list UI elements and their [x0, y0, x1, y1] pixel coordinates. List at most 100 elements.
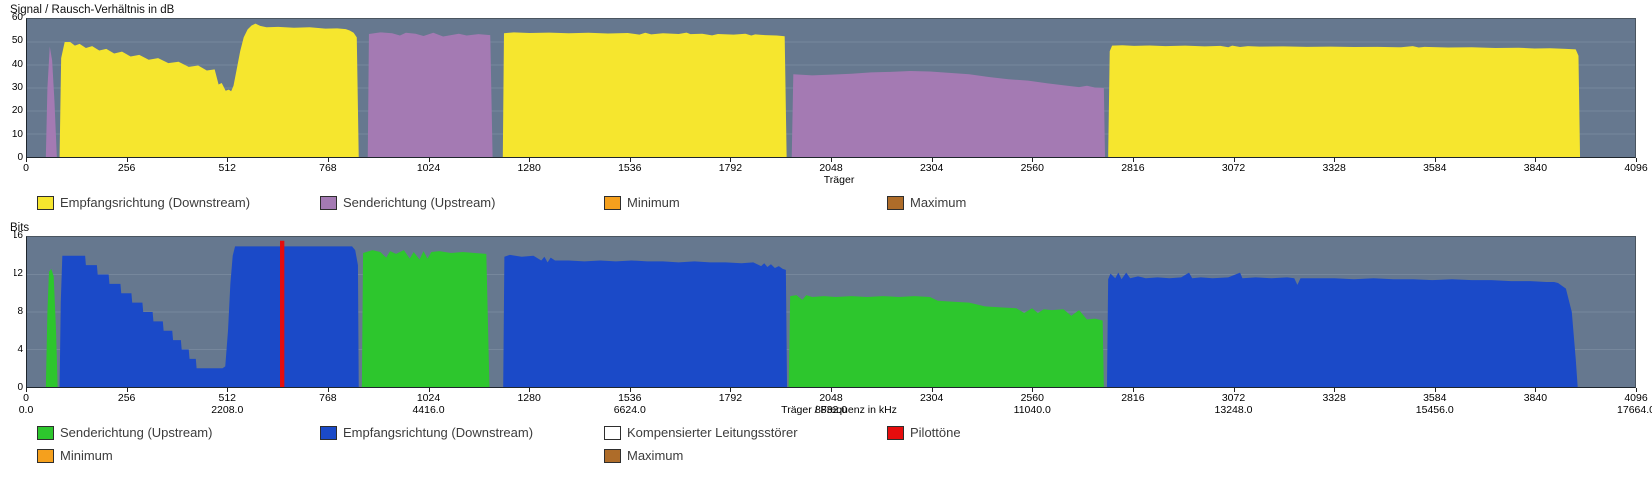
legend-label: Senderichtung (Upstream) — [343, 195, 496, 210]
legend-swatch — [37, 448, 54, 463]
x-axis-tick — [1535, 388, 1537, 392]
x-axis-tick-label: 0 — [23, 162, 29, 174]
series-area — [59, 23, 359, 157]
x-axis-frequency-label: 17664.0 — [1617, 404, 1652, 416]
legend-swatch — [887, 195, 904, 210]
x-axis-tick-label: 3072 — [1221, 392, 1246, 404]
legend-item: Empfangsrichtung (Downstream) — [37, 193, 320, 212]
legend-label: Maximum — [910, 195, 967, 210]
legend-swatch — [320, 195, 337, 210]
bits-x-axis-ticks — [26, 388, 1637, 392]
legend-swatch — [887, 425, 904, 440]
legend-item: Minimum — [37, 446, 320, 465]
x-axis-tick-label: 2816 — [1121, 162, 1145, 174]
snr-plot-area — [26, 18, 1636, 158]
snr-y-axis-labels: 0 10 20 30 40 50 60 — [2, 12, 26, 163]
bits-plot-area — [26, 236, 1636, 388]
x-axis-tick-label: 2816 — [1121, 392, 1145, 404]
x-axis-tick-label: 2304 — [919, 392, 944, 404]
x-axis-tick-label: 256 — [117, 392, 136, 404]
x-axis-tick — [730, 158, 732, 162]
snr-legend: Empfangsrichtung (Downstream) Senderichtu… — [37, 193, 1652, 212]
x-axis-tick-label: 0 — [23, 392, 29, 404]
x-axis-tick — [126, 388, 128, 392]
bits-chart-section: Bits 0 4 8 12 16 0 256 512 768 1024 1280 1536 1792 2… — [0, 218, 1652, 465]
x-axis-tick — [629, 158, 631, 162]
x-axis-tick — [428, 388, 430, 392]
snr-x-axis-labels: 0 256 512 768 1024 1280 1536 1792 2048 2304 2560 28… — [23, 162, 1648, 174]
legend-swatch — [604, 448, 621, 463]
x-axis-tick — [1334, 158, 1336, 162]
y-axis-tick-label: 0 — [17, 151, 23, 163]
snr-x-axis-title: Träger — [823, 174, 855, 186]
legend-item: Empfangsrichtung (Downstream) — [320, 423, 604, 442]
x-axis-tick-label: 4096 — [1624, 162, 1648, 174]
series-area — [45, 46, 57, 157]
x-axis-tick — [931, 158, 933, 162]
legend-label: Senderichtung (Upstream) — [60, 425, 213, 440]
series-area — [502, 32, 787, 157]
x-axis-tick — [327, 388, 329, 392]
legend-item: Pilottöne — [887, 423, 1652, 442]
legend-label: Maximum — [627, 448, 684, 463]
legend-item: Maximum — [604, 446, 887, 465]
x-axis-tick-label: 512 — [218, 392, 237, 404]
x-axis-tick — [831, 158, 832, 162]
x-axis-tick-label: 2048 — [819, 162, 843, 174]
x-axis-tick — [227, 388, 229, 392]
bits-legend: Senderichtung (Upstream) Empfangsrichtung… — [37, 423, 1652, 465]
x-axis-tick — [1032, 388, 1034, 392]
x-axis-tick-label: 3328 — [1322, 162, 1346, 174]
x-axis-tick-label: 4096 — [1624, 392, 1648, 404]
x-axis-frequency-label: 6624.0 — [613, 404, 646, 416]
y-axis-tick-label: 12 — [14, 267, 23, 279]
x-axis-tick-label: 1792 — [718, 162, 743, 174]
y-axis-tick-label: 60 — [11, 11, 23, 23]
x-axis-tick — [1032, 158, 1034, 162]
series-area — [361, 250, 490, 387]
x-axis-tick — [1233, 388, 1235, 392]
x-axis-tick — [227, 158, 229, 162]
bits-x-axis-carrier-labels: 0 256 512 768 1024 1280 1536 1792 2048 2304 2560 28… — [23, 392, 1648, 404]
pilot-tone-marker — [280, 240, 285, 387]
x-axis-tick-label: 512 — [218, 162, 237, 174]
bits-x-axis-title: Träger / Frequenz in kHz — [781, 404, 897, 416]
x-axis-tick-label: 1024 — [416, 162, 441, 174]
x-axis-frequency-label: 4416.0 — [412, 404, 445, 416]
legend-item: Kompensierter Leitungsstörer — [604, 423, 887, 442]
x-axis-tick — [126, 158, 128, 162]
x-axis-tick — [1132, 388, 1134, 392]
x-axis-tick — [327, 158, 329, 162]
legend-swatch — [37, 195, 54, 210]
snr-chart-title: Signal / Rausch-Verhältnis in dB — [10, 4, 175, 16]
legend-label: Minimum — [627, 195, 680, 210]
x-axis-tick-label: 1792 — [718, 392, 743, 404]
x-axis-tick — [26, 388, 27, 392]
snr-chart-canvas — [27, 23, 1635, 157]
x-axis-tick-label: 768 — [319, 392, 337, 404]
series-area — [503, 254, 788, 387]
series-area — [788, 295, 1104, 387]
x-axis-tick-label: 2560 — [1020, 162, 1044, 174]
snr-chart-section: Signal / Rausch-Verhältnis in dB 0 10 20 30… — [0, 0, 1652, 212]
y-axis-tick-label: 30 — [11, 81, 23, 93]
x-axis-tick-label: 3328 — [1322, 392, 1346, 404]
legend-label: Kompensierter Leitungsstörer — [627, 425, 798, 440]
legend-swatch — [604, 425, 621, 440]
x-axis-tick — [931, 388, 933, 392]
series-area — [1106, 272, 1578, 387]
x-axis-frequency-label: 8832.0 — [814, 404, 848, 416]
legend-item: Senderichtung (Upstream) — [320, 193, 604, 212]
x-axis-tick-label: 3840 — [1523, 162, 1548, 174]
legend-swatch — [37, 425, 54, 440]
legend-swatch — [604, 195, 621, 210]
y-axis-tick-label: 10 — [11, 128, 23, 140]
bits-chart-canvas — [27, 240, 1635, 387]
x-axis-frequency-label: 15456.0 — [1415, 404, 1454, 416]
x-axis-tick — [831, 388, 832, 392]
snr-plot-row: 0 10 20 30 40 50 60 — [12, 12, 1636, 163]
legend-label: Pilottöne — [910, 425, 961, 440]
x-axis-frequency-label: 11040.0 — [1013, 404, 1051, 416]
x-axis-tick — [1132, 158, 1134, 162]
series-area — [367, 32, 493, 157]
